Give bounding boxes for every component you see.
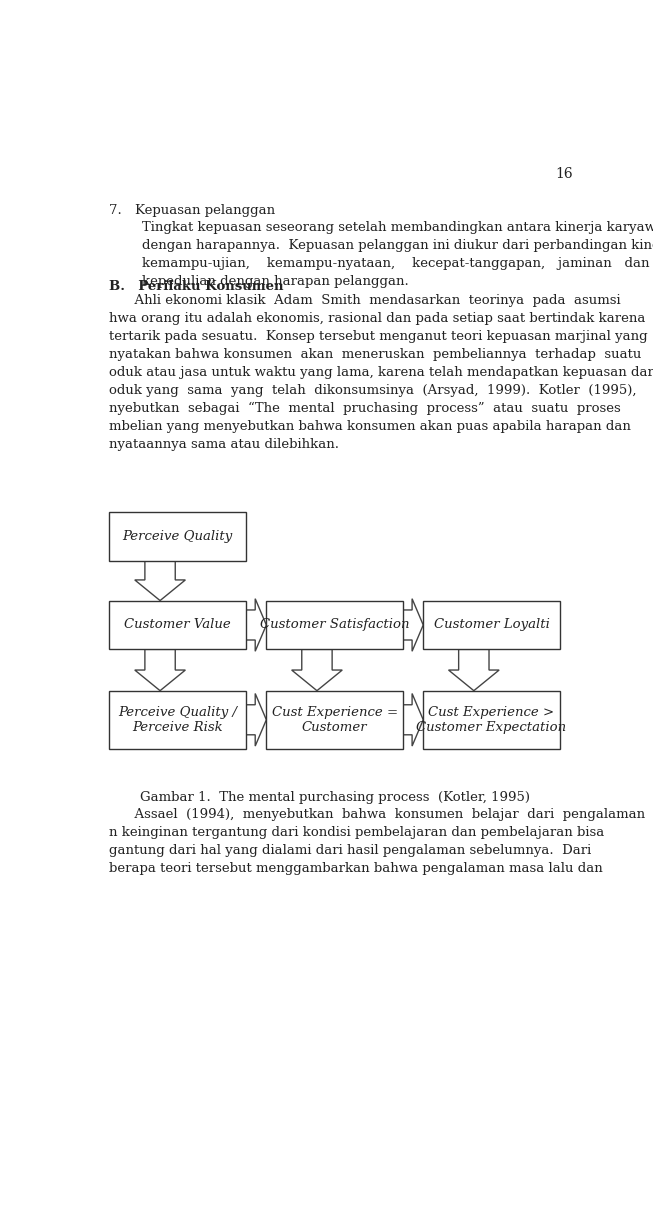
Text: Cust Experience >
Customer Expectation: Cust Experience > Customer Expectation xyxy=(417,706,567,734)
Text: Assael  (1994),  menyebutkan  bahwa  konsumen  belajar  dari  pengalaman
n keing: Assael (1994), menyebutkan bahwa konsume… xyxy=(110,808,646,875)
Polygon shape xyxy=(135,650,185,691)
Text: Cust Experience =
Customer: Cust Experience = Customer xyxy=(272,706,398,734)
Text: Customer Value: Customer Value xyxy=(125,618,231,631)
Text: Perceive Quality: Perceive Quality xyxy=(123,530,233,544)
Text: Customer Loyalti: Customer Loyalti xyxy=(434,618,549,631)
Text: Perceive Quality /
Perceive Risk: Perceive Quality / Perceive Risk xyxy=(118,706,237,734)
Polygon shape xyxy=(135,561,185,601)
FancyBboxPatch shape xyxy=(423,601,560,650)
Text: 7. Kepuasan pelanggan: 7. Kepuasan pelanggan xyxy=(110,205,276,217)
Text: Tingkat kepuasan seseorang setelah membandingkan antara kinerja karyawan
dengan : Tingkat kepuasan seseorang setelah memba… xyxy=(142,222,653,289)
FancyBboxPatch shape xyxy=(423,691,560,748)
Polygon shape xyxy=(246,694,266,746)
Polygon shape xyxy=(449,650,499,691)
FancyBboxPatch shape xyxy=(266,601,403,650)
Text: 16: 16 xyxy=(555,167,573,180)
Polygon shape xyxy=(403,694,423,746)
FancyBboxPatch shape xyxy=(266,691,403,748)
Text: Customer Satisfaction: Customer Satisfaction xyxy=(260,618,409,631)
FancyBboxPatch shape xyxy=(110,601,246,650)
Polygon shape xyxy=(292,650,342,691)
FancyBboxPatch shape xyxy=(110,691,246,748)
Polygon shape xyxy=(246,599,266,651)
Text: Gambar 1.  The mental purchasing process  (Kotler, 1995): Gambar 1. The mental purchasing process … xyxy=(140,791,530,805)
Text: Ahli ekonomi klasik  Adam  Smith  mendasarkan  teorinya  pada  asumsi
hwa orang : Ahli ekonomi klasik Adam Smith mendasark… xyxy=(110,294,653,451)
Polygon shape xyxy=(403,599,423,651)
Text: B. Perilaku Konsumen: B. Perilaku Konsumen xyxy=(110,279,284,293)
FancyBboxPatch shape xyxy=(110,512,246,561)
